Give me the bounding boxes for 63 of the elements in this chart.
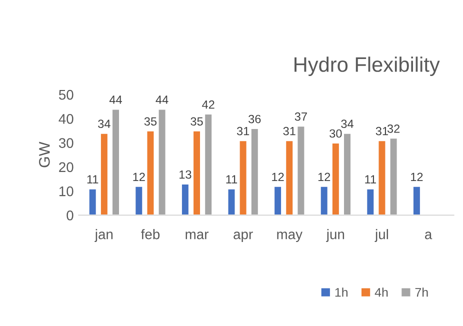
bar	[342, 132, 352, 216]
data-label: 34	[341, 120, 354, 128]
bar	[226, 188, 236, 216]
bar	[204, 113, 213, 216]
data-label: 31	[283, 126, 296, 136]
bar	[388, 137, 398, 216]
x-tick-label: apr	[234, 232, 253, 242]
bar	[366, 188, 376, 216]
bar	[412, 186, 422, 216]
x-tick-label: jul	[374, 229, 388, 242]
y-tick-label: 50	[58, 90, 74, 100]
bar	[250, 128, 260, 216]
bar	[111, 108, 120, 216]
bar	[146, 130, 156, 216]
data-label: 12	[272, 172, 284, 181]
bar	[377, 140, 387, 216]
data-label: 11	[226, 175, 238, 184]
data-label: 35	[144, 117, 157, 126]
x-tick-label: a	[425, 232, 432, 240]
x-tick-label: jun	[326, 229, 344, 242]
bar	[157, 108, 167, 216]
y-tick-label: 20	[59, 162, 74, 172]
x-tick-label: mar	[186, 232, 209, 240]
data-label: 32	[387, 124, 400, 133]
bar	[273, 186, 282, 216]
bar	[284, 140, 294, 216]
x-tick-label: jan	[94, 229, 113, 242]
bar	[100, 132, 109, 216]
data-label: 35	[190, 117, 203, 126]
chart-title: Hydro Flexibility	[294, 56, 440, 76]
data-label: 13	[180, 170, 192, 179]
data-label: 11	[365, 175, 376, 184]
bar	[238, 140, 248, 216]
data-label: 30	[330, 129, 342, 138]
data-label: 36	[248, 114, 261, 124]
data-label: 34	[98, 120, 110, 128]
legend-label: 7h	[415, 288, 428, 297]
bar	[88, 188, 98, 216]
data-label: 12	[133, 172, 145, 181]
legend-label: 1h	[335, 288, 348, 297]
y-tick-label: 40	[58, 114, 74, 124]
y-tick-label: 30	[58, 138, 74, 148]
x-tick-label: may	[277, 232, 302, 242]
x-tick-label: feb	[141, 229, 160, 240]
y-axis-title: GW	[39, 142, 50, 168]
data-label: 37	[294, 112, 307, 121]
legend-label: 4h	[374, 288, 388, 297]
data-label: 42	[202, 100, 214, 109]
data-label: 44	[109, 96, 122, 104]
bar	[134, 186, 144, 216]
bar	[319, 186, 329, 216]
bar	[296, 125, 306, 216]
y-tick-label: 10	[59, 186, 74, 196]
data-label: 12	[411, 172, 423, 181]
data-label: 44	[156, 96, 168, 104]
bar	[331, 142, 340, 216]
data-label: 31	[376, 126, 388, 136]
data-label: 12	[318, 172, 330, 181]
bar	[180, 183, 190, 216]
data-label: 11	[87, 175, 98, 184]
bar	[192, 130, 202, 216]
y-tick-label: 0	[66, 210, 74, 220]
data-label: 31	[236, 126, 250, 136]
